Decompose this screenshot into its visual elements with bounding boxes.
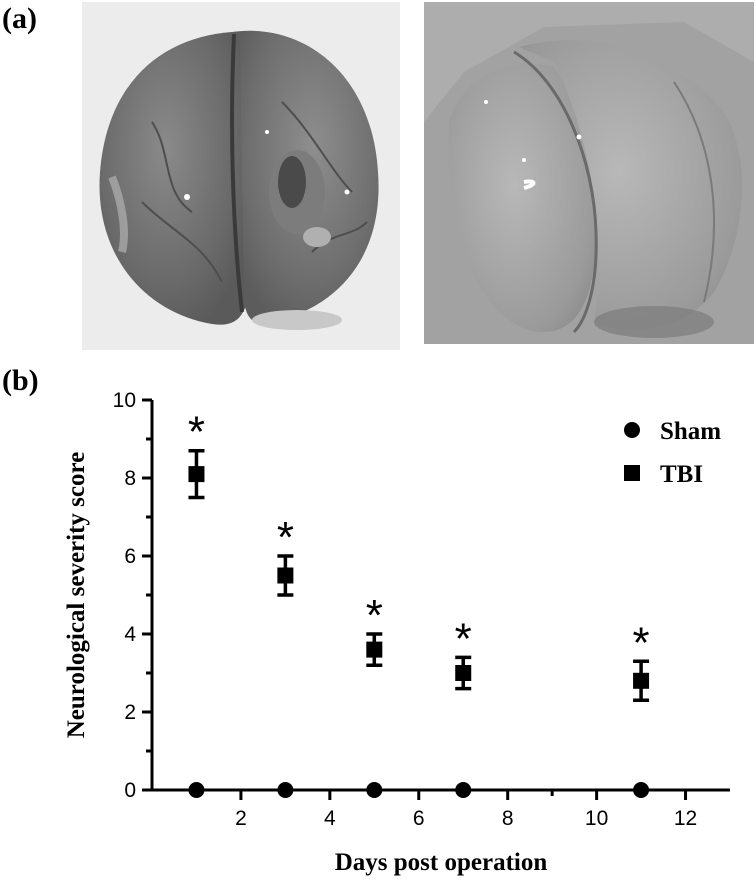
x-tick-label: 6: [413, 807, 425, 830]
data-point-sham: [277, 782, 294, 798]
y-tick-label: 6: [124, 545, 136, 568]
data-point-sham: [633, 782, 650, 798]
significance-asterisk: *: [366, 591, 383, 640]
y-tick-label: 10: [113, 389, 136, 412]
significance-asterisk: *: [633, 618, 650, 667]
legend-label-sham: Sham: [660, 418, 721, 445]
significance-asterisk: *: [277, 513, 294, 562]
significance-asterisk: *: [188, 408, 205, 457]
brain-photo-sham: [82, 2, 400, 350]
data-point-sham: [455, 782, 472, 798]
y-tick-label: 8: [124, 467, 136, 490]
y-tick-label: 4: [124, 623, 136, 646]
y-tick-label: 0: [124, 779, 136, 802]
chart-marks: * * * * *: [188, 408, 650, 798]
x-tick-label: 8: [502, 807, 514, 830]
data-point-tbi: [455, 665, 472, 681]
y-axis-title: Neurological severity score: [63, 452, 90, 739]
panel-a-label: (a): [2, 2, 37, 35]
panel-b-label: (b): [2, 364, 39, 397]
x-tick-label: 4: [324, 807, 336, 830]
data-point-tbi: [366, 641, 383, 658]
data-point-sham: [188, 782, 205, 798]
significance-asterisk: *: [455, 614, 472, 663]
y-tick-label: 2: [124, 701, 136, 724]
chart-axes: 0 2 4 6 8 10 2 4 6 8 10 12: [113, 389, 730, 830]
legend-marker-tbi: [624, 465, 640, 481]
data-point-tbi: [633, 672, 650, 689]
data-point-tbi: [277, 567, 294, 584]
x-tick-label: 10: [585, 807, 608, 830]
data-point-sham: [366, 782, 383, 798]
data-point-tbi: [188, 466, 205, 483]
chart-legend: Sham TBI: [624, 418, 721, 488]
legend-marker-sham: [624, 422, 640, 438]
legend-label-tbi: TBI: [660, 461, 703, 488]
x-axis-title: Days post operation: [335, 849, 548, 876]
x-tick-label: 2: [235, 807, 247, 830]
x-tick-label: 12: [674, 807, 697, 830]
brain-photo-tbi: [424, 2, 754, 344]
